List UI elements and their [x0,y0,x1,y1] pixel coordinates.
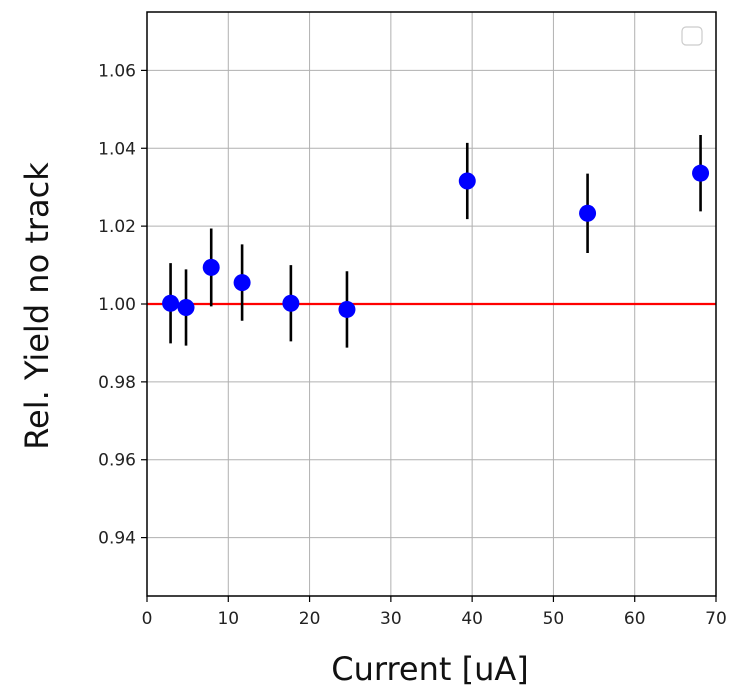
data-point [162,294,180,312]
x-tick-label: 10 [217,609,239,629]
x-tick-label: 0 [142,609,153,629]
y-tick-label: 1.04 [98,139,136,159]
y-tick-marks [141,69,147,539]
data-point [233,274,251,292]
data-points [162,164,710,318]
y-tick-label: 1.06 [98,61,136,81]
data-point [692,164,710,182]
y-tick-label: 0.94 [98,529,136,549]
y-tick-label: 0.96 [98,451,136,471]
y-tick-labels: 0.94 0.96 0.98 1.00 1.02 1.04 1.06 [98,61,136,548]
data-point [202,258,220,276]
x-tick-labels: 0 10 20 30 40 50 60 70 [142,609,727,629]
x-tick-label: 60 [624,609,646,629]
x-tick-marks [146,596,717,602]
data-point [282,294,300,312]
x-tick-label: 40 [461,609,483,629]
y-tick-label: 0.98 [98,373,136,393]
data-point [458,172,476,190]
data-point [579,204,597,222]
data-point [177,299,195,317]
x-tick-label: 50 [543,609,565,629]
plot-frame [146,11,717,597]
y-axis-title: Rel. Yield no track [18,162,56,450]
data-point [338,300,356,318]
x-tick-label: 30 [380,609,402,629]
x-tick-label: 20 [299,609,321,629]
legend-box [681,26,703,46]
y-tick-label: 1.02 [98,217,136,237]
x-axis-title: Current [uA] [331,650,529,688]
y-tick-label: 1.00 [98,295,136,315]
error-bars [169,135,702,348]
x-tick-label: 70 [705,609,727,629]
